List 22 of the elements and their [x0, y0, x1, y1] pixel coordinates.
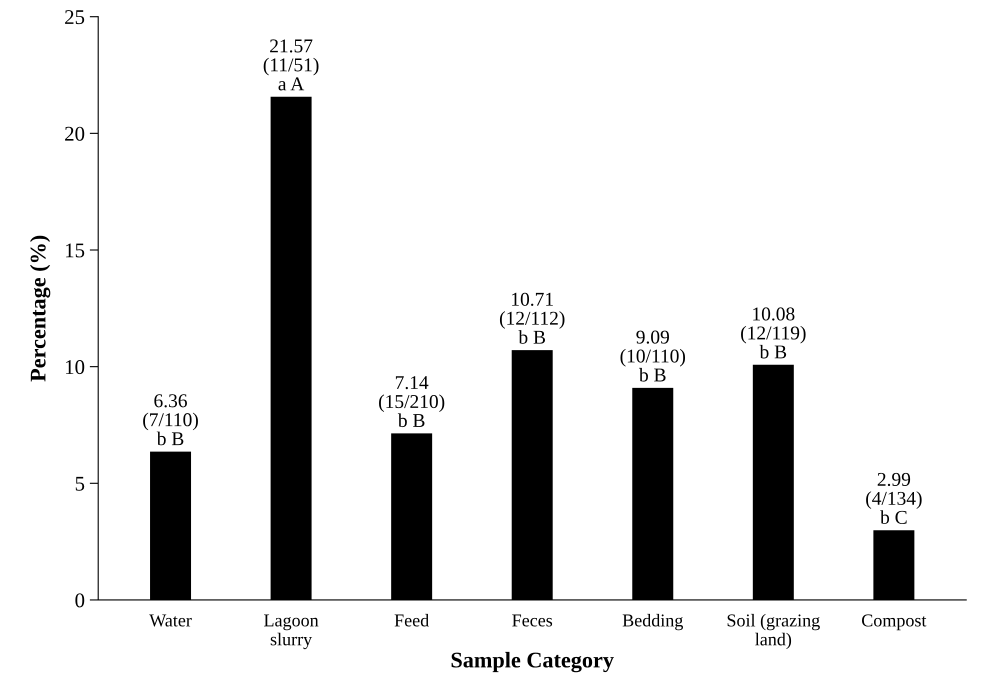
data-label: 10.71 (12/112) b B	[500, 292, 564, 344]
y-tick-label: 5	[76, 476, 84, 491]
y-tick-label: 20	[65, 126, 84, 141]
data-label: 21.57 (11/51) a A	[264, 39, 318, 90]
data-label: 9.09 (10/110) b B	[620, 330, 686, 382]
x-tick-label: Water	[149, 614, 192, 627]
y-tick-label: 15	[66, 243, 84, 258]
y-tick-label: 25	[65, 10, 84, 24]
x-tick-label: Compost	[862, 614, 926, 630]
x-tick-label: Soil (grazing land)	[728, 614, 820, 650]
x-tick-label: Lagoon slurry	[264, 614, 318, 650]
data-label: 7.14 (15/210) b B	[379, 376, 444, 428]
data-label: 2.99 (4/134) b C	[866, 472, 922, 524]
x-tick-label: Feces	[512, 614, 552, 627]
y-axis-title: Percentage (%)	[30, 236, 50, 382]
x-axis-title: Sample Category	[452, 652, 614, 672]
y-tick-label: 0	[75, 593, 84, 608]
x-tick-label: Feed	[394, 614, 429, 627]
y-tick-label: 10	[66, 360, 84, 374]
data-label: 6.36 (7/110) b B	[143, 394, 198, 446]
data-label: 10.08 (12/119) b B	[741, 307, 806, 359]
x-tick-label: Bedding	[622, 614, 684, 630]
